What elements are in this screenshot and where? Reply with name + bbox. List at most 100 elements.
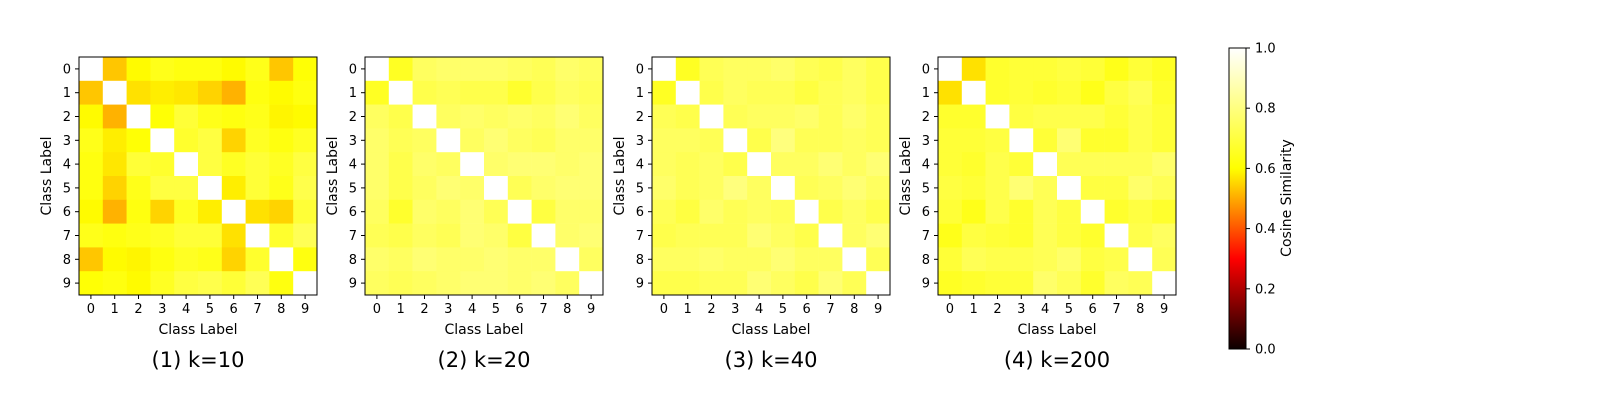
heatmap-cell (293, 247, 318, 272)
heatmap-cell (1057, 104, 1082, 129)
heatmap-cell (126, 104, 151, 129)
heatmap-cell (484, 104, 509, 129)
heatmap-cell (293, 199, 318, 224)
heatmap-cell (79, 223, 104, 248)
y-tick-label: 5 (349, 181, 357, 196)
heatmap-cell (1128, 152, 1153, 177)
heatmap-cell (198, 128, 223, 153)
heatmap-cell (771, 128, 796, 153)
colorbar-tick-label: 1.0 (1255, 42, 1276, 57)
heatmap-cell (699, 176, 724, 201)
heatmap-cell (365, 199, 390, 224)
heatmap-cell (555, 104, 580, 129)
heatmap-frame (78, 56, 318, 296)
heatmap-cell (1104, 80, 1129, 105)
heatmap-cell (484, 57, 509, 82)
colorbar-tick-label: 0.4 (1255, 222, 1276, 237)
heatmap-cell (1009, 271, 1034, 296)
heatmap-cell (938, 223, 963, 248)
heatmap-cell (1104, 152, 1129, 177)
heatmap-cell (1033, 80, 1058, 105)
heatmap-cell (1009, 176, 1034, 201)
heatmap-cell (675, 152, 700, 177)
x-tick-label: 1 (970, 302, 978, 317)
heatmap-cell (771, 57, 796, 82)
heatmap-cell (818, 128, 843, 153)
heatmap-cell (174, 247, 199, 272)
x-tick-label: 0 (87, 302, 95, 317)
heatmap-cell (747, 247, 772, 272)
heatmap-cell (866, 80, 891, 105)
heatmap-cell (150, 223, 175, 248)
heatmap-cell (579, 271, 604, 296)
x-tick-label: 6 (803, 302, 811, 317)
heatmap-cell (652, 128, 677, 153)
x-tick-label: 5 (492, 302, 500, 317)
y-tick-label: 6 (922, 205, 930, 220)
heatmap-cell (961, 152, 986, 177)
heatmap-cell (484, 271, 509, 296)
heatmap-cell (771, 247, 796, 272)
heatmap-cell (675, 247, 700, 272)
heatmap-cell (794, 271, 819, 296)
heatmap-cell (102, 176, 127, 201)
y-tick-label: 9 (349, 277, 357, 292)
y-axis-label: Class Label (612, 136, 628, 215)
heatmap-cell (1057, 176, 1082, 201)
heatmap-cell (507, 57, 532, 82)
heatmap-cell (79, 152, 104, 177)
heatmap-cell (269, 223, 294, 248)
y-tick-label: 3 (349, 134, 357, 149)
heatmap-cell (150, 57, 175, 82)
heatmap-cell (1128, 104, 1153, 129)
heatmap-cell (1033, 176, 1058, 201)
heatmap-cell (818, 57, 843, 82)
heatmap-cell (675, 104, 700, 129)
x-axis-label: Class Label (444, 322, 523, 338)
heatmap-cell (436, 152, 461, 177)
heatmap-cell (174, 128, 199, 153)
heatmap-cell (652, 80, 677, 105)
heatmap-cell (269, 104, 294, 129)
heatmap-cell (1104, 199, 1129, 224)
x-tick-label: 7 (826, 302, 834, 317)
heatmap-cell (747, 104, 772, 129)
heatmap-cell (842, 57, 867, 82)
heatmap-cell (771, 199, 796, 224)
heatmap-cell (1128, 176, 1153, 201)
x-tick-label: 7 (253, 302, 261, 317)
heatmap-cell (675, 176, 700, 201)
heatmap-cell (150, 271, 175, 296)
heatmap-cell (102, 80, 127, 105)
x-tick-label: 8 (850, 302, 858, 317)
x-tick-label: 3 (731, 302, 739, 317)
x-tick-label: 9 (301, 302, 309, 317)
heatmap-cell (150, 199, 175, 224)
heatmap-cell (412, 57, 437, 82)
heatmap-cell (436, 128, 461, 153)
heatmap-cell (79, 176, 104, 201)
y-tick-label: 0 (63, 62, 71, 77)
heatmap-cell (507, 271, 532, 296)
heatmap-cell (723, 152, 748, 177)
y-axis-label: Class Label (325, 136, 341, 215)
heatmap-cell (747, 80, 772, 105)
colorbar-tick-label: 0.0 (1255, 343, 1276, 358)
heatmap-cell (388, 80, 413, 105)
heatmap-cell (1033, 199, 1058, 224)
heatmap-cell (436, 223, 461, 248)
heatmap-cell (484, 152, 509, 177)
heatmap-cell (388, 104, 413, 129)
panel-caption: (1) k=10 (152, 348, 245, 372)
heatmap-cell (102, 152, 127, 177)
heatmap-cell (771, 80, 796, 105)
heatmap-cell (412, 247, 437, 272)
heatmap-cell (1033, 247, 1058, 272)
heatmap-cell (507, 128, 532, 153)
y-tick-label: 4 (349, 158, 357, 173)
heatmap-cell (579, 128, 604, 153)
heatmap-cell (412, 199, 437, 224)
